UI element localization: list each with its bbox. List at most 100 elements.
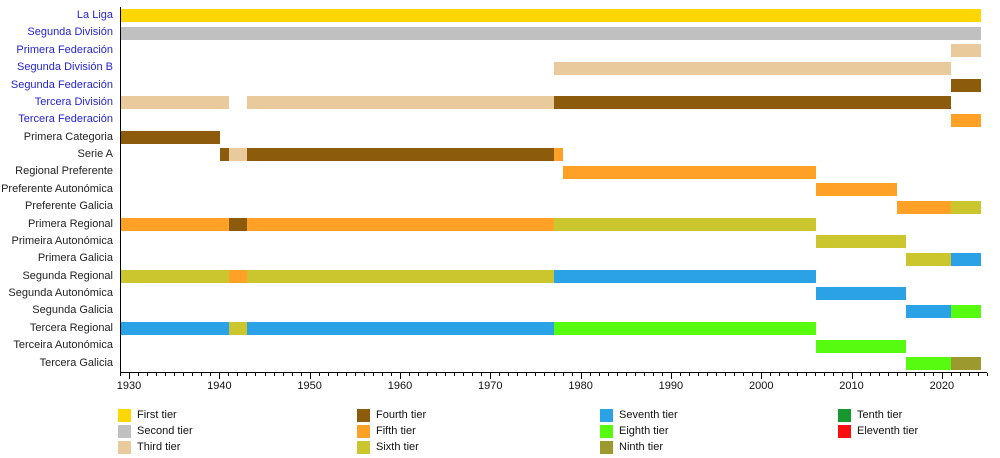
tier-bar [554,148,564,162]
tier-bar [950,44,981,58]
major-tick [219,373,221,379]
timeline-row: Primera Federación [0,42,1000,59]
tier-bar [554,61,951,75]
minor-tick [192,373,194,376]
row-label[interactable]: Primera Federación [16,43,113,56]
row-bars [121,322,987,336]
minor-tick [725,373,727,376]
minor-tick [354,373,356,376]
legend-label: Eleventh tier [857,425,919,437]
tier-bar [905,252,951,266]
tier-bar [229,217,248,231]
minor-tick [959,373,961,376]
legend-label: Second tier [137,425,193,437]
minor-tick [752,373,754,376]
minor-tick [607,373,609,376]
minor-tick [390,373,392,376]
minor-tick [779,373,781,376]
row-bars [121,26,987,40]
legend-swatch [600,441,613,454]
minor-tick [436,373,438,376]
legend-swatch [118,441,131,454]
major-tick [490,373,492,379]
minor-tick [138,373,140,376]
row-label[interactable]: Tercera Federación [18,113,113,126]
minor-tick [842,373,844,376]
minor-tick [481,373,483,376]
major-tick [399,373,401,379]
minor-tick [743,373,745,376]
tick-label: 1930 [116,380,142,392]
legend-swatch [838,409,851,422]
minor-tick [264,373,266,376]
minor-tick [499,373,501,376]
tier-bar [247,322,554,336]
tick-label: 1940 [207,380,232,392]
row-bars [121,235,987,249]
row-bars [121,61,987,75]
timeline-row: Tercera Galicia [0,355,1000,372]
minor-tick [282,373,284,376]
row-bars [121,287,987,301]
major-tick [670,373,672,379]
timeline-row: Terceira Autonómica [0,337,1000,354]
row-bars [121,9,987,23]
minor-tick [643,373,645,376]
timeline-row: Primera Galicia [0,250,1000,267]
legend-swatch [118,409,131,422]
tier-bar [815,287,906,301]
minor-tick [183,373,185,376]
row-bars [121,96,987,110]
tick-label: 1970 [478,380,503,392]
tier-bar [815,183,897,197]
minor-tick [300,373,302,376]
row-bars [121,252,987,266]
minor-tick [770,373,772,376]
row-label: Serie A [77,148,113,161]
minor-tick [896,373,898,376]
minor-tick [950,373,952,376]
row-label: Tercera Galicia [39,356,113,369]
minor-tick [526,373,528,376]
legend-label: Ninth tier [619,441,664,453]
major-tick [941,373,943,379]
timeline-row: Segunda División [0,24,1000,41]
plot-area: La Liga Segunda División Primera Federació… [0,7,1000,372]
minor-tick [688,373,690,376]
legend-label: Third tier [137,441,181,453]
timeline-row: Segunda Federación [0,77,1000,94]
row-bars [121,339,987,353]
row-label: Tercera Regional [29,321,113,334]
minor-tick [427,373,429,376]
legend-swatch [600,425,613,438]
row-label[interactable]: La Liga [76,9,113,21]
minor-tick [174,373,176,376]
minor-tick [905,373,907,376]
minor-tick [824,373,826,376]
tier-bar [121,9,981,23]
tick-label: 1950 [297,380,322,392]
tier-bar [121,322,230,336]
minor-tick [273,373,275,376]
legend: First tier Second tier Third tier Fourth ti… [0,406,1000,458]
tier-bar [247,148,554,162]
row-label[interactable]: Segunda Federación [10,78,113,91]
legend-label: First tier [137,409,177,421]
minor-tick [815,373,817,376]
tier-bar [229,148,248,162]
minor-tick [210,373,212,376]
minor-tick [914,373,916,376]
minor-tick [255,373,257,376]
minor-tick [923,373,925,376]
minor-tick [291,373,293,376]
legend-swatch [118,425,131,438]
row-label: Segunda Autonómica [8,287,113,300]
row-label[interactable]: Tercera División [34,95,113,108]
row-label[interactable]: Segunda División [27,26,113,39]
row-label[interactable]: Segunda División B [16,61,113,74]
tier-bar [229,270,248,284]
tier-bar [950,252,981,266]
tier-bar [950,304,981,318]
minor-tick [408,373,410,376]
minor-tick [616,373,618,376]
